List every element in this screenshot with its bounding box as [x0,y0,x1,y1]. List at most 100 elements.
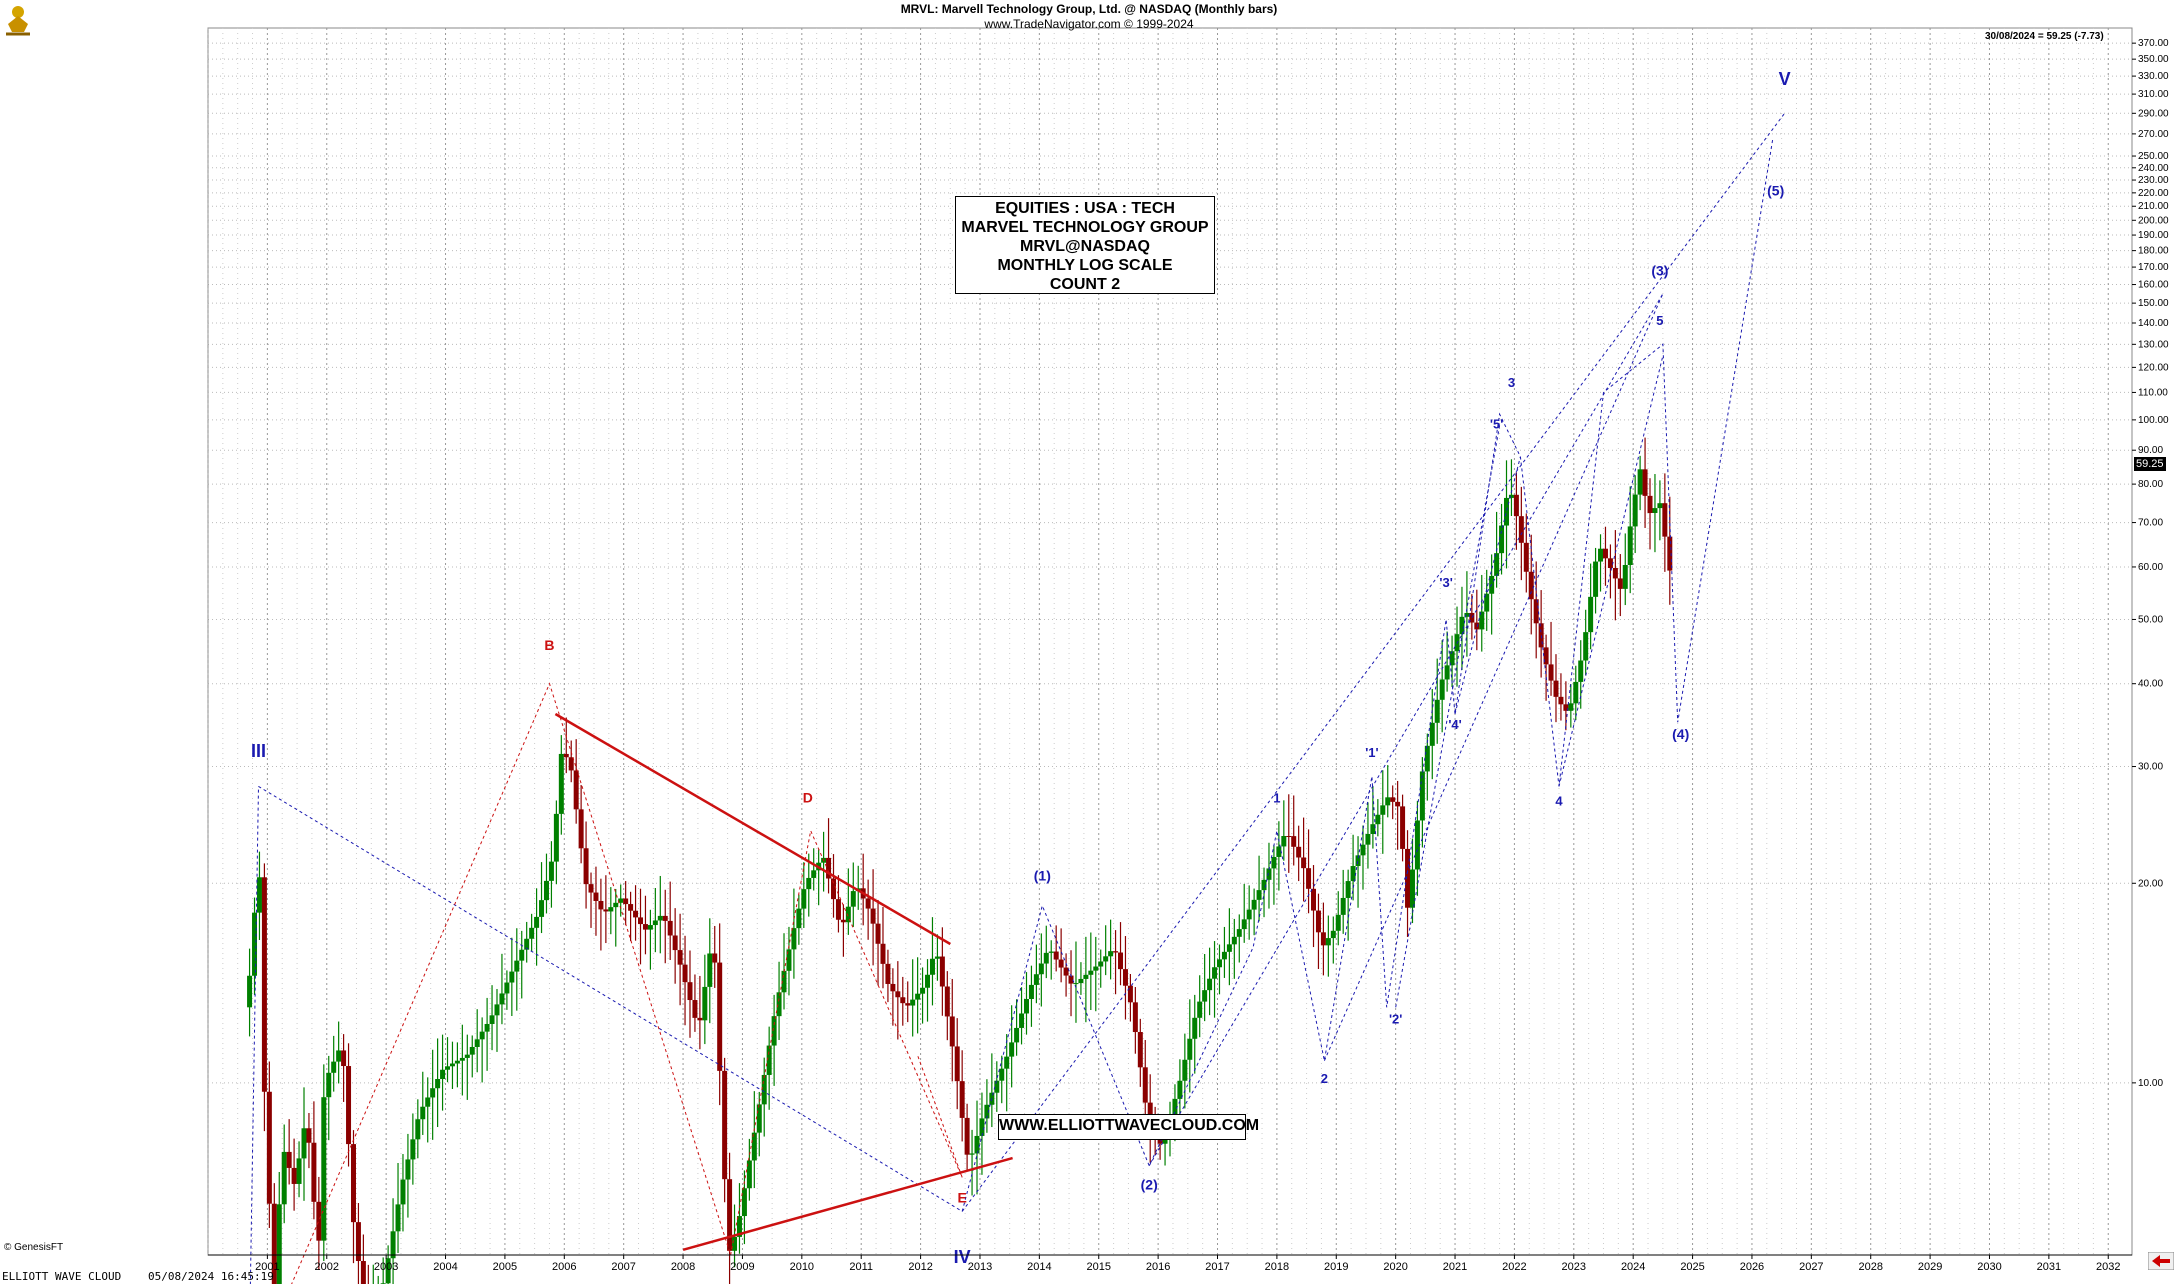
wave-label: (1) [1034,867,1051,883]
price-bar-body [350,1144,356,1223]
x-tick-label: 2021 [1443,1261,1467,1273]
price-bar-body [553,813,559,862]
price-bar-body [920,987,926,994]
price-bar-body [1365,833,1371,845]
y-tick-label: 190.00 [2138,230,2169,241]
price-bar-body [454,1060,460,1064]
x-tick-label: 2025 [1680,1261,1704,1273]
scroll-right-arrow-icon[interactable] [2148,1252,2174,1270]
x-tick-label: 2013 [968,1261,992,1273]
price-bar-body [1098,961,1104,967]
price-bar-body [529,927,535,939]
price-bar-body [296,1158,302,1184]
price-bar-body [949,1016,955,1047]
price-bar-body [1246,909,1252,920]
price-bar-body [1380,805,1386,815]
price-bar-body [247,975,253,1008]
price-bar-body [786,949,792,971]
last-price-tag: 59.25 [2134,457,2166,471]
price-bar-body [687,982,693,1001]
price-bar-body [484,1023,490,1032]
price-bar-body [811,870,817,878]
price-bar-body [514,960,520,972]
price-bar-body [1122,969,1128,986]
y-tick-label: 130.00 [2138,339,2169,350]
price-bar-body [1350,866,1356,882]
price-bar-body [1306,868,1312,889]
blue-wave-line [249,786,259,1284]
tradenavigator-logo-icon [6,6,30,36]
last-price-note: 30/08/2024 = 59.25 (-7.73) [1985,31,2104,42]
price-bar-body [1622,565,1628,589]
price-bar-body [1657,503,1663,509]
price-bar-body [1182,1059,1188,1081]
price-bar-body [929,958,935,975]
price-bar-body [1014,1027,1020,1043]
price-bar-body [1320,932,1326,946]
wave-label: IV [954,1247,971,1267]
price-bar-body [727,1179,733,1251]
price-bar-body [1370,824,1376,834]
price-bar-body [850,891,856,907]
price-bar-body [895,991,901,998]
price-bar-body [1142,1067,1148,1103]
price-bar-body [1434,699,1440,723]
price-bar-body [1028,984,1034,1000]
price-bar-body [504,982,510,994]
price-bar-body [405,1159,411,1180]
chart-subtitle: www.TradeNavigator.com © 1999-2024 [984,17,1194,31]
price-bar-body [1093,966,1099,971]
y-tick-label: 270.00 [2138,129,2169,140]
price-bar-body [806,877,812,890]
price-bar-body [925,974,931,988]
price-bar-body [979,1118,985,1136]
price-bar-body [682,964,688,983]
wave-label: V [1779,69,1791,89]
price-bar-body [494,1004,500,1016]
price-bar-body [316,1201,322,1241]
price-bar-body [1078,978,1084,984]
wave-label: E [957,1190,966,1206]
price-bar-body [1375,814,1381,825]
price-bar-body [1518,516,1524,543]
x-tick-label: 2011 [849,1261,873,1273]
y-tick-label: 80.00 [2138,479,2163,490]
y-tick-label: 70.00 [2138,518,2163,529]
price-bar-body [672,935,678,951]
price-bar-body [281,1151,287,1205]
y-tick-label: 370.00 [2138,38,2169,49]
x-tick-label: 2029 [1918,1261,1942,1273]
price-bar-body [603,909,609,912]
price-bar-body [657,915,663,921]
price-bar-body [984,1104,990,1119]
x-tick-label: 2002 [315,1261,339,1273]
price-bar-body [1553,680,1559,697]
price-bar-body [1400,806,1406,849]
price-bar-body [568,757,574,771]
y-tick-label: 310.00 [2138,89,2169,100]
wave-labels: IIIIVVBCDE(1)(2)(3)(4)(5)12345'1''2''3''… [251,69,1791,1267]
price-bar-body [840,919,846,923]
wave-label: '1' [1365,745,1378,760]
price-bar-body [385,1258,391,1284]
y-tick-label: 60.00 [2138,562,2163,573]
price-bar-body [1226,944,1232,952]
price-bar-body [865,898,871,909]
price-bar-body [578,809,584,849]
price-bar-body [959,1081,965,1118]
price-bar-body [435,1078,441,1089]
wave-label: 5 [1656,313,1663,328]
price-bar-body [1652,508,1658,513]
price-bar-body [1538,623,1544,648]
price-bar-body [1419,771,1425,821]
y-tick-label: 120.00 [2138,362,2169,373]
wave-label: (2) [1141,1177,1158,1193]
price-bar-body [667,920,673,936]
blue-wave-line [1148,293,1664,1166]
price-bar-body [1187,1038,1193,1060]
price-bar-body [954,1046,960,1082]
price-bar-body [702,986,708,1021]
price-bar-body [261,877,267,1092]
x-tick-label: 2001 [255,1261,279,1273]
price-bar-body [1479,611,1485,630]
